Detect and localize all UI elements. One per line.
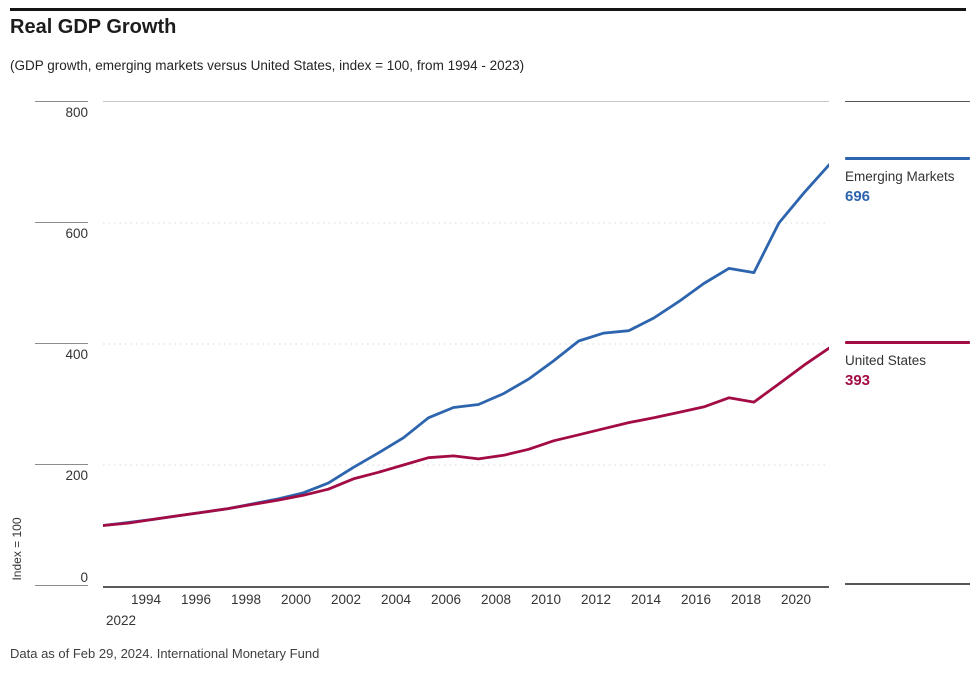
x-tick-2016: 2016 (680, 592, 712, 607)
y-axis-title: Index = 100 (10, 517, 24, 581)
x-tick-2014: 2014 (630, 592, 662, 607)
y-tick-label-0: 0 (80, 570, 88, 585)
x-tick-2004: 2004 (380, 592, 412, 607)
plot-area (103, 101, 829, 588)
y-tick-label-600: 600 (65, 226, 88, 241)
legend-value-emerging-markets: 696 (845, 188, 871, 205)
united-states-line-swatch (845, 341, 970, 344)
series-line-emerging-markets (103, 163, 829, 527)
y-axis-tick-200: 200 (35, 464, 88, 483)
x-tick-2012: 2012 (580, 592, 612, 607)
legend-label-united-states: United States (845, 353, 927, 368)
legend-item-united-states: United States 393 (845, 341, 970, 390)
x-tick-2018: 2018 (730, 592, 762, 607)
x-tick-2006: 2006 (430, 592, 462, 607)
y-tick-label-800: 800 (65, 105, 88, 120)
x-tick-1998: 1998 (230, 592, 262, 607)
x-tick-2022: 2022 (105, 613, 137, 628)
y-axis-tick-0: 0 (35, 563, 88, 586)
x-tick-2020: 2020 (780, 592, 812, 607)
chart-subtitle: (GDP growth, emerging markets versus Uni… (10, 58, 525, 73)
y-tick-label-200: 200 (65, 468, 88, 483)
x-tick-2008: 2008 (480, 592, 512, 607)
x-tick-1996: 1996 (180, 592, 212, 607)
header-rule (10, 8, 966, 11)
y-tick-label-400: 400 (65, 347, 88, 362)
series-line-united-states (103, 346, 829, 527)
y-axis-tick-800: 800 (35, 101, 88, 120)
y-axis-tick-600: 600 (35, 222, 88, 241)
plot-svg (103, 163, 829, 527)
legend-value-united-states: 393 (845, 372, 871, 389)
x-axis: 1994 1996 1998 2000 2002 2004 2006 2008 … (103, 592, 835, 629)
x-tick-2002: 2002 (330, 592, 362, 607)
legend-item-emerging-markets: Emerging Markets 696 (845, 157, 970, 206)
emerging-markets-line-swatch (845, 157, 970, 160)
chart-title: Real GDP Growth (10, 16, 177, 38)
y-axis-tick-400: 400 (35, 343, 88, 362)
source-note: Data as of Feb 29, 2024. International M… (10, 646, 320, 661)
x-tick-2010: 2010 (530, 592, 562, 607)
legend: Emerging Markets 696 United States 393 (845, 101, 970, 585)
legend-label-emerging-markets: Emerging Markets (845, 169, 955, 184)
x-tick-2000: 2000 (280, 592, 312, 607)
x-tick-1994: 1994 (130, 592, 162, 607)
